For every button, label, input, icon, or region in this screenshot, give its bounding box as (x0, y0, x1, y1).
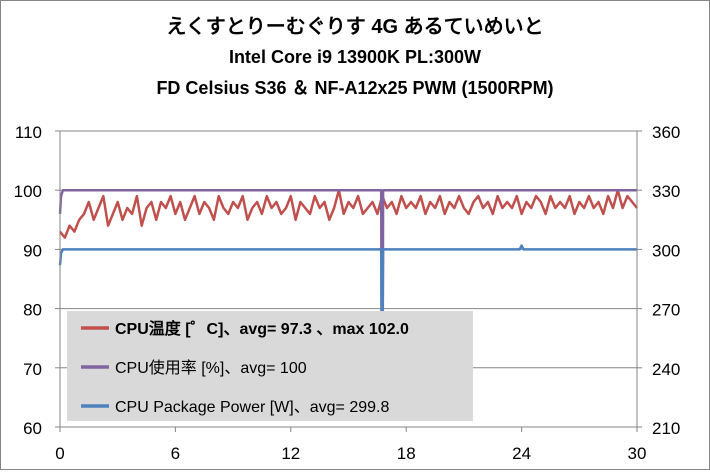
chart-title-line-2: Intel Core i9 13900K PL:300W (229, 47, 481, 67)
series-line-1 (58, 188, 637, 358)
left-axis-tick-label: 70 (23, 360, 42, 379)
series-line-0 (59, 188, 638, 239)
legend-label-0: CPU温度 [゜C]、avg= 97.3 、max 102.0 (115, 319, 409, 338)
x-axis-tick-label: 18 (397, 444, 416, 463)
x-axis-tick-label: 12 (281, 444, 300, 463)
chart-title-line-3: FD Celsius S36 ＆ NF-A12x25 PWM (1500RPM) (156, 78, 553, 98)
left-axis-tick-label: 100 (14, 182, 42, 201)
left-axis-tick-label: 60 (23, 419, 42, 438)
chart-title-line-1: えくすとりーむぐりす 4G あるていめいと (166, 15, 543, 38)
right-axis-tick-label: 300 (652, 241, 680, 260)
right-axis-tick-label: 360 (652, 123, 680, 142)
right-axis-tick-label: 210 (652, 419, 680, 438)
x-axis-tick-label: 6 (171, 444, 180, 463)
x-axis-tick-label: 24 (512, 444, 531, 463)
legend-label-1: CPU使用率 [%]、avg= 100 (115, 359, 307, 377)
x-axis-tick-label: 30 (628, 444, 647, 463)
left-axis-tick-label: 80 (23, 301, 42, 320)
plot-frame (59, 130, 638, 428)
left-axis-tick-label: 110 (15, 123, 42, 142)
left-axis-tick-label: 90 (23, 241, 42, 260)
right-axis-tick-label: 330 (652, 182, 680, 201)
right-axis-tick-label: 240 (652, 360, 680, 379)
axes: 60 70 80 90 100 110 210 240 270 300 330 360 0 6 12 18 24… (14, 123, 681, 463)
legend-label-2: CPU Package Power [W]、avg= 299.8 (115, 399, 389, 416)
legend-box (67, 311, 473, 421)
right-axis-tick-label: 270 (652, 301, 680, 320)
x-axis-tick-label: 0 (55, 444, 64, 463)
chart-title: えくすとりーむぐりす 4G あるていめいと Intel Core i9 1390… (156, 15, 553, 98)
legend: CPU温度 [゜C]、avg= 97.3 、max 102.0 CPU使用率 [%… (67, 311, 473, 421)
